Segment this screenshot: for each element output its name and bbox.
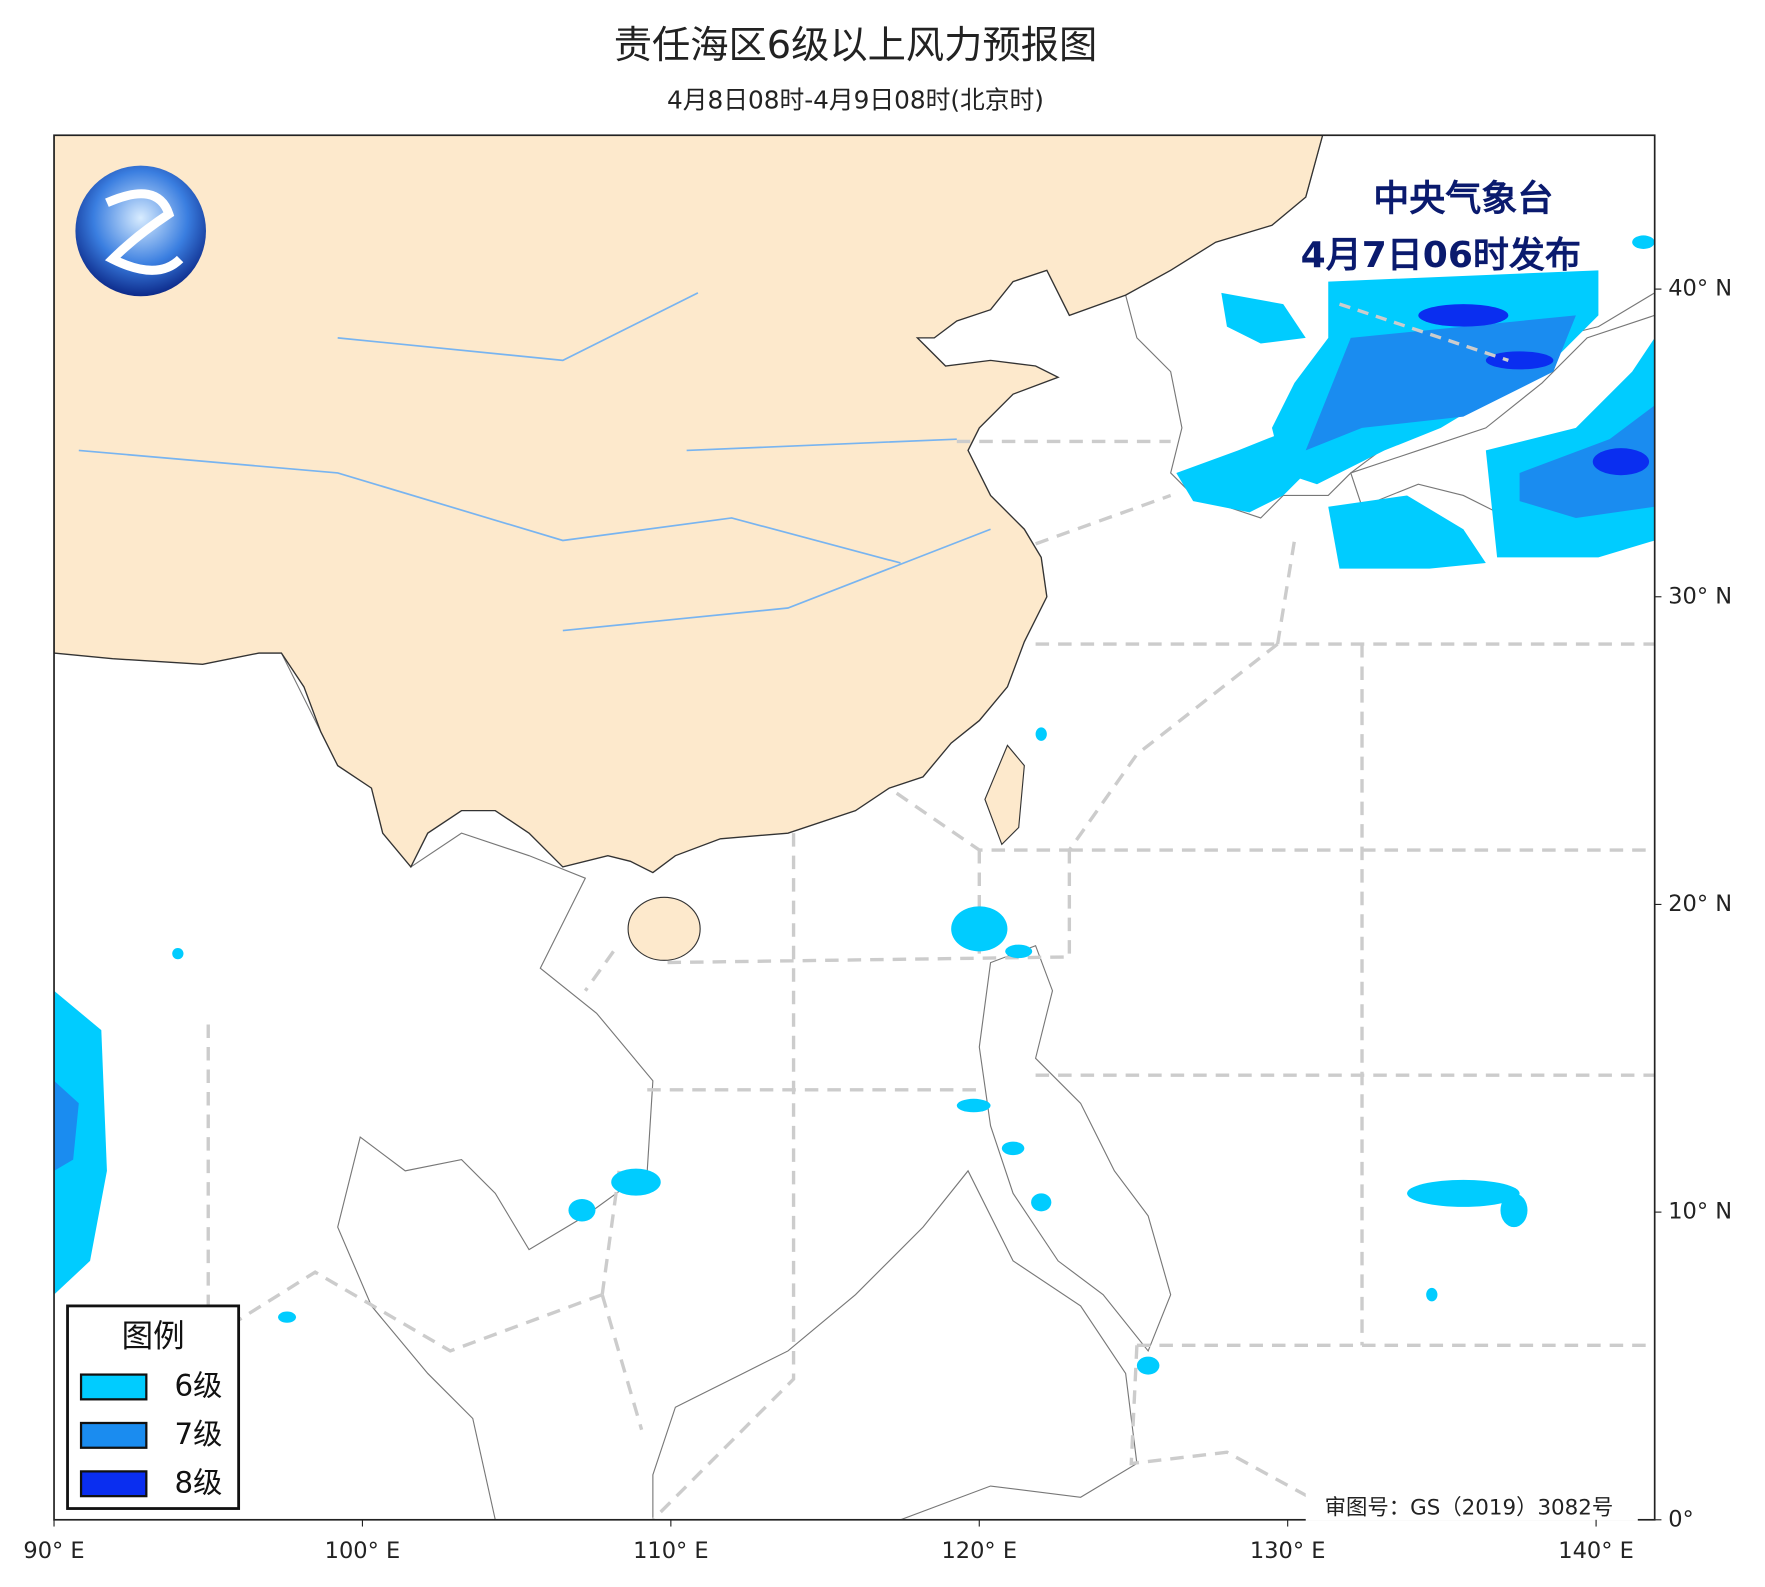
legend-label: 8级 [174,1465,222,1499]
sea-zone-line [1338,302,1509,362]
y-tick-label: 10° N [1668,1199,1732,1225]
legend-swatch [79,1373,148,1401]
wind-7 [54,315,1655,1171]
y-tick-label: 0° [1668,1506,1694,1532]
legend-label: 6级 [174,1368,222,1402]
cma-logo [104,189,184,275]
map-subtitle: 4月8日08时-4月9日08时(北京时) [667,85,1044,114]
issuer: 中央气象台 [1373,179,1553,220]
y-tick-label: 30° N [1668,583,1732,609]
legend-title: 图例 [122,1318,185,1354]
hainan [627,896,701,961]
x-tick-label: 140° E [1558,1538,1634,1564]
legend-label: 7级 [174,1417,222,1451]
taiwan [984,744,1025,846]
approval-number: 审图号：GS（2019）3082号 [1325,1496,1614,1521]
map-title: 责任海区6级以上风力预报图 [614,23,1098,68]
approval-bg [1305,1491,1638,1521]
land [978,944,1172,1353]
sea-zone-line [206,439,1655,1520]
x-tick-label: 130° E [1250,1538,1326,1564]
x-tick-label: 100° E [325,1538,401,1564]
issue-time: 4月7日06时发布 [1301,235,1581,276]
x-tick-label: 120° E [941,1538,1017,1564]
china-land [54,135,1324,874]
wind-8 [1418,304,1650,476]
y-tick-label: 40° N [1668,276,1732,302]
land [652,1169,1138,1520]
river [78,292,991,632]
legend-swatch [79,1470,148,1498]
axis-ticks: 90° E 100° E 110° E 120° E 130° E 140° E 0° 10°… [23,276,1732,1564]
legend: 图例 6级 7级 8级 [66,1304,241,1510]
map-frame [53,134,1656,1521]
x-tick-label: 110° E [633,1538,709,1564]
y-tick-label: 20° N [1668,891,1732,917]
legend-swatch [79,1421,148,1449]
x-tick-label: 90° E [23,1538,84,1564]
map-body [54,135,1655,1520]
